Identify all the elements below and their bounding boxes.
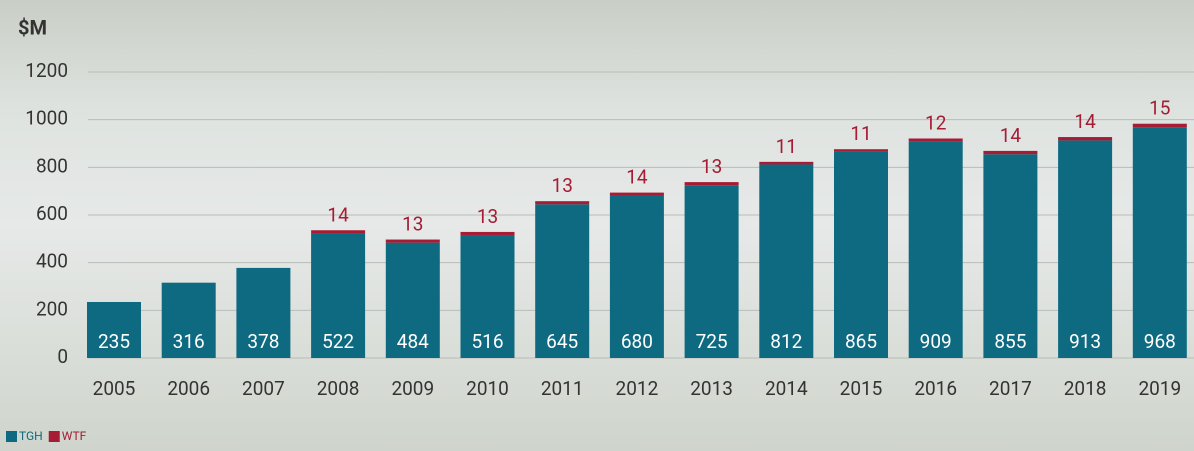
value-label: 11 xyxy=(850,122,871,145)
value-label: 645 xyxy=(546,330,578,353)
x-tick-label: 2016 xyxy=(914,377,957,400)
x-tick-label: 2007 xyxy=(242,377,285,400)
x-tick-label: 2008 xyxy=(317,377,360,400)
bar-segment xyxy=(610,193,664,196)
x-tick-label: 2015 xyxy=(840,377,883,400)
value-label: 235 xyxy=(98,330,130,353)
bar-segment xyxy=(983,151,1037,154)
page: $M 0 200 400 600 800 1000 1200 2005 235 2006 316 20… xyxy=(0,0,1194,451)
bar-segment xyxy=(834,149,888,152)
value-label: 14 xyxy=(1074,110,1096,133)
x-tick-label: 2013 xyxy=(690,377,733,400)
bar-segment xyxy=(909,138,963,141)
value-label: 855 xyxy=(994,330,1026,353)
bar-segment xyxy=(1058,137,1112,140)
value-label: 12 xyxy=(925,112,946,135)
x-tick-label: 2017 xyxy=(989,377,1032,400)
value-label: 378 xyxy=(247,330,279,353)
legend-swatch xyxy=(6,431,17,442)
x-tick-label: 2012 xyxy=(616,377,659,400)
value-label: 15 xyxy=(1149,97,1170,120)
bar-segment xyxy=(1058,140,1112,358)
bar-segment xyxy=(759,164,813,358)
x-tick-label: 2018 xyxy=(1064,377,1107,400)
bar-segment xyxy=(909,141,963,358)
x-tick-label: 2009 xyxy=(391,377,434,400)
value-label: 14 xyxy=(327,203,349,226)
x-tick-label: 2010 xyxy=(466,377,509,400)
y-tick-label: 1200 xyxy=(25,59,68,82)
bar-segment xyxy=(834,152,888,358)
y-tick-label: 400 xyxy=(36,250,68,273)
x-tick-label: 2005 xyxy=(93,377,136,400)
chart-title: $M xyxy=(18,15,47,39)
value-label: 909 xyxy=(920,330,952,353)
value-label: 913 xyxy=(1069,330,1101,353)
bar-segment xyxy=(685,182,739,185)
value-label: 968 xyxy=(1144,330,1176,353)
value-label: 865 xyxy=(845,330,877,353)
y-tick-label: 0 xyxy=(57,345,68,368)
bar-segment xyxy=(759,162,813,165)
value-label: 680 xyxy=(621,330,653,353)
value-label: 14 xyxy=(626,166,648,189)
value-label: 14 xyxy=(1000,124,1022,147)
value-label: 11 xyxy=(776,135,797,158)
y-tick-label: 200 xyxy=(36,297,68,320)
bar-segment xyxy=(535,201,589,204)
value-label: 516 xyxy=(471,330,503,353)
value-label: 13 xyxy=(477,205,498,228)
bar-segment xyxy=(461,232,515,235)
legend-swatch xyxy=(49,431,60,442)
y-tick-label: 600 xyxy=(36,202,68,225)
x-tick-label: 2014 xyxy=(765,377,808,400)
x-tick-label: 2006 xyxy=(167,377,210,400)
value-label: 13 xyxy=(402,213,423,236)
value-label: 725 xyxy=(696,330,728,353)
bar-segment xyxy=(983,154,1037,358)
x-tick-label: 2011 xyxy=(541,377,584,400)
legend-label: WTF xyxy=(62,429,87,443)
value-label: 13 xyxy=(552,174,573,197)
value-label: 484 xyxy=(397,330,429,353)
chart: $M 0 200 400 600 800 1000 1200 2005 235 2006 316 20… xyxy=(0,0,1194,451)
bar-segment xyxy=(1133,127,1187,358)
value-label: 13 xyxy=(701,155,722,178)
value-label: 812 xyxy=(770,330,802,353)
x-tick-label: 2019 xyxy=(1138,377,1181,400)
bar-segment xyxy=(311,230,365,233)
value-label: 522 xyxy=(322,330,354,353)
legend-label: TGH xyxy=(19,429,43,443)
bar-segment xyxy=(1133,124,1187,128)
y-tick-label: 800 xyxy=(36,154,68,177)
y-tick-label: 1000 xyxy=(25,107,68,130)
bar-segment xyxy=(386,240,440,243)
value-label: 316 xyxy=(173,330,205,353)
